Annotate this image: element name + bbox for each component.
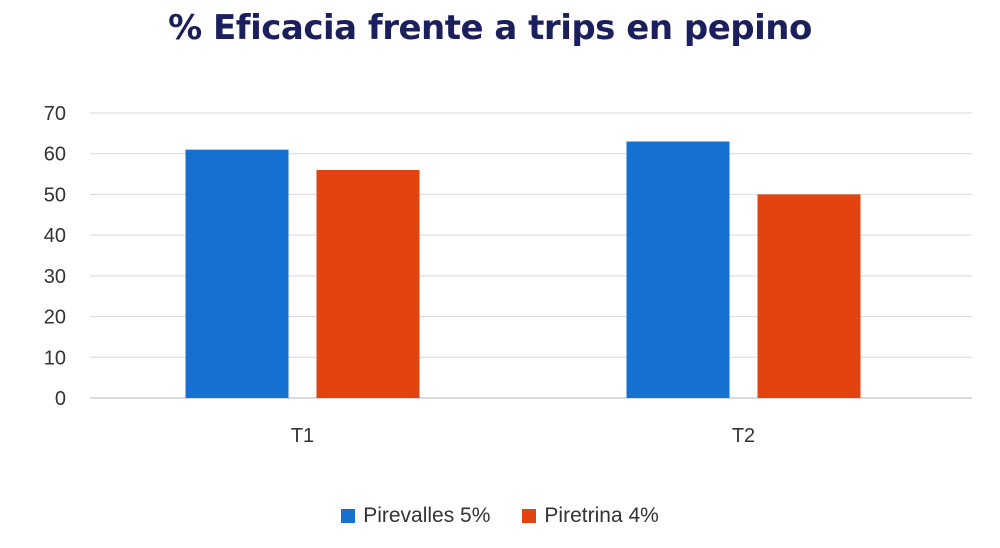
- legend: Pirevalles 5% Piretrina 4%: [0, 504, 1000, 528]
- y-tick-label: 40: [44, 225, 66, 247]
- x-tick-label-t1: T1: [291, 425, 314, 447]
- y-tick-label: 20: [44, 307, 66, 329]
- bars: [185, 141, 861, 398]
- y-tick-label: 10: [44, 347, 66, 369]
- legend-item-series-1: Pirevalles 5%: [341, 504, 490, 528]
- y-axis-tick-labels: 0 10 20 30 40 50 60 70: [44, 103, 66, 410]
- bar-t1-series-2: [316, 170, 420, 398]
- bar-t2-series-1: [626, 141, 730, 398]
- chart-title: % Eficacia frente a trips en pepino: [168, 8, 812, 48]
- bar-t1-series-1: [185, 149, 289, 398]
- y-tick-label: 0: [55, 388, 66, 410]
- y-tick-label: 60: [44, 144, 66, 166]
- legend-swatch-series-2: [522, 509, 537, 523]
- x-tick-label-t2: T2: [732, 425, 755, 447]
- legend-label-series-1: Pirevalles 5%: [363, 504, 491, 527]
- x-axis-tick-labels: T1 T2: [291, 425, 755, 447]
- y-tick-label: 70: [44, 103, 66, 125]
- y-tick-label: 30: [44, 266, 66, 288]
- legend-swatch-series-1: [341, 509, 356, 523]
- legend-label-series-2: Piretrina 4%: [544, 504, 659, 527]
- legend-item-series-2: Piretrina 4%: [522, 504, 659, 528]
- bar-t2-series-2: [757, 194, 861, 398]
- y-tick-label: 50: [44, 184, 66, 206]
